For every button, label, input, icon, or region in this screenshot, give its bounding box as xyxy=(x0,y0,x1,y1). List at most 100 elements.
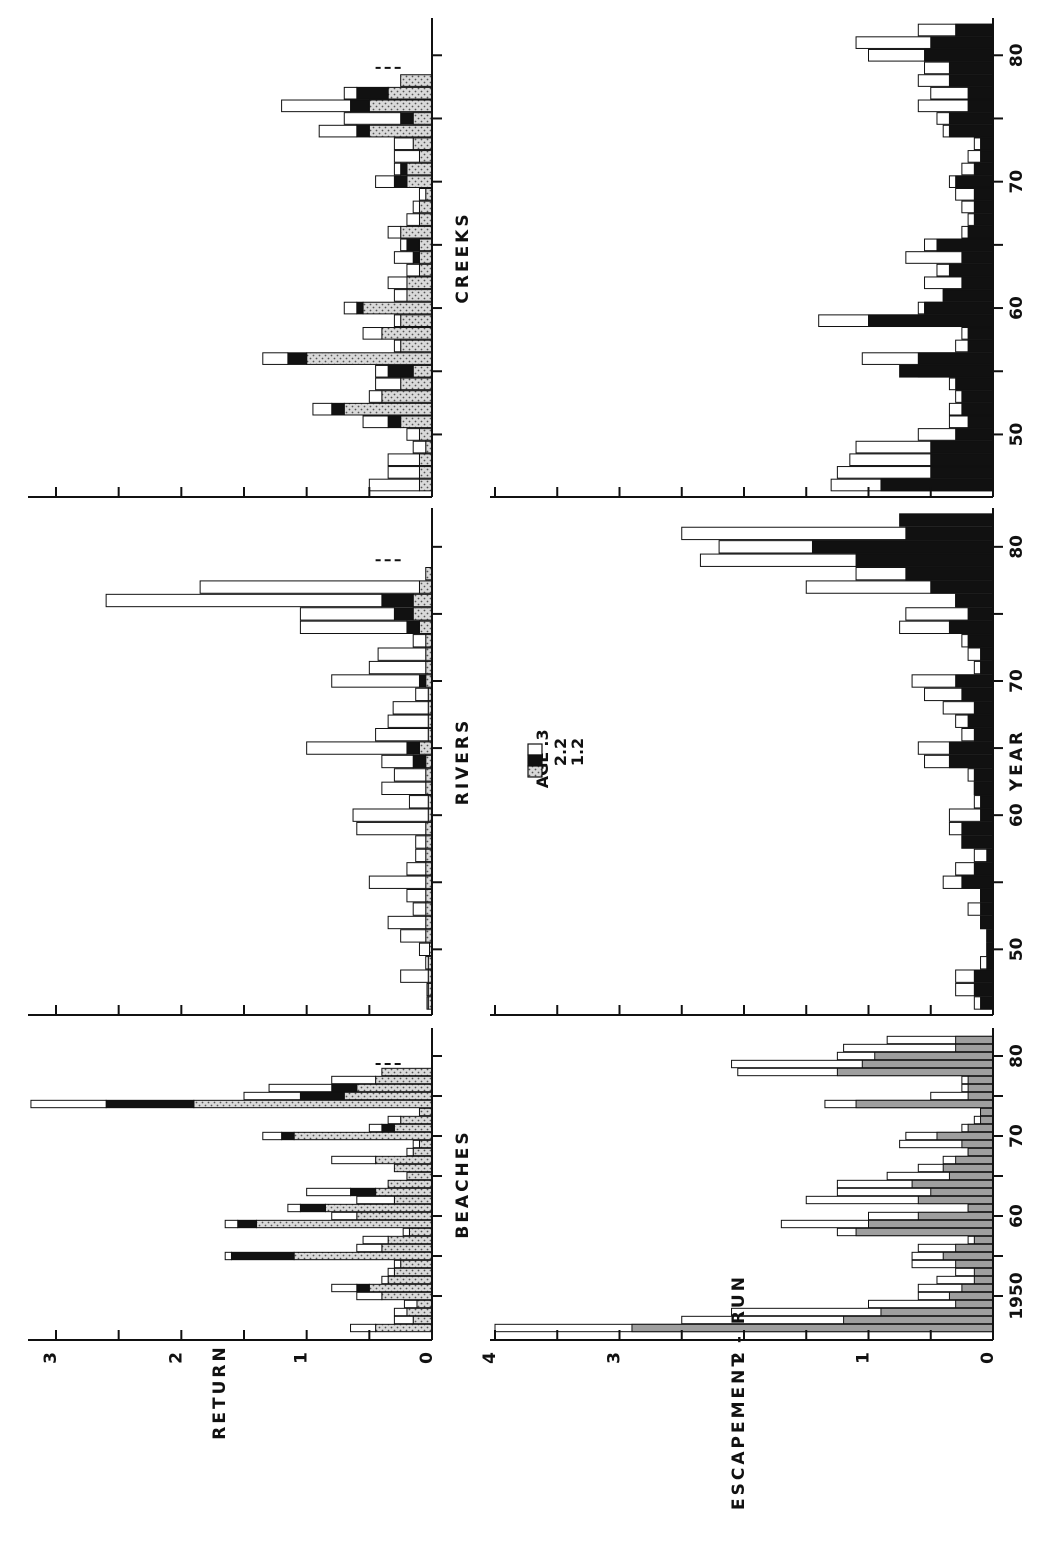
return-bar-age-12 xyxy=(306,352,433,365)
return-axis-title: RETURN xyxy=(210,1344,230,1439)
return-bar-age-3 xyxy=(268,1083,333,1093)
return-bar-age-12 xyxy=(412,364,433,378)
return-bar-age-12 xyxy=(418,741,433,755)
return-bar-age-12 xyxy=(418,1107,433,1117)
escapement-bar xyxy=(948,263,994,277)
return-bar-age-3 xyxy=(415,848,427,863)
escapement-bar xyxy=(973,701,994,715)
escapement-bar xyxy=(973,862,994,876)
year-tick-label: 70 xyxy=(1007,669,1027,693)
escapement-bar xyxy=(961,251,994,264)
return-bar-age-3 xyxy=(393,289,408,302)
return-bar-age-22 xyxy=(381,1123,395,1133)
return-bar-age-12 xyxy=(418,428,433,441)
return-bar-age-22 xyxy=(299,1203,326,1213)
return-bar-age-12 xyxy=(400,377,433,391)
return-bar-age-12 xyxy=(416,1299,433,1309)
return-bar-age-22 xyxy=(418,674,427,688)
return-bar-age-12 xyxy=(406,1307,433,1317)
escapement-bar xyxy=(899,364,994,378)
return-bar-age-12 xyxy=(400,339,433,353)
return-bar-age-22 xyxy=(406,238,420,252)
return-bar-age-3 xyxy=(381,754,414,769)
return-bar-age-3 xyxy=(408,795,429,809)
return-bar-age-12 xyxy=(381,390,433,403)
escapement-bar xyxy=(811,540,994,554)
panel-creeks: 50 60 70 80 CREEKS xyxy=(262,23,1027,492)
return-bar-age-3 xyxy=(387,1267,395,1277)
escapement-bar xyxy=(973,1275,994,1285)
return-bar-age-3 xyxy=(224,1219,239,1229)
return-bar-age-3 xyxy=(368,660,427,675)
return-bar-age-12 xyxy=(387,1179,433,1189)
escapement-bar xyxy=(967,1123,994,1133)
escapement-bar xyxy=(973,727,994,742)
return-bar-age-3 xyxy=(362,327,383,340)
legend-label-age-3: .3 xyxy=(533,729,552,746)
escapement-bar xyxy=(942,1251,994,1261)
escapement-bar xyxy=(967,1203,994,1213)
return-bar-age-3 xyxy=(426,982,429,997)
escapement-bar xyxy=(955,1259,994,1269)
escapement-bar xyxy=(980,137,994,151)
escapement-bar xyxy=(980,150,994,163)
return-bar-age-12 xyxy=(418,200,433,214)
escapement-bar xyxy=(868,1219,994,1229)
year-tick-label: 80 xyxy=(1007,535,1027,559)
return-tick-label: 0 xyxy=(417,1352,437,1364)
escapement-bar xyxy=(980,660,994,675)
return-bar-age-12 xyxy=(418,620,433,635)
return-bar-age-3 xyxy=(387,1115,402,1125)
return-bar-age-22 xyxy=(412,754,427,769)
return-bar-age-12 xyxy=(393,1267,433,1277)
return-bar-age-12 xyxy=(418,466,433,479)
return-bar-age-12 xyxy=(418,150,433,163)
return-bar-age-12 xyxy=(408,1227,433,1237)
return-bar-age-3 xyxy=(406,862,427,876)
return-bar-age-3 xyxy=(400,238,408,252)
escapement-bar xyxy=(980,808,994,822)
escapement-bar xyxy=(930,466,994,479)
return-bar-age-3 xyxy=(406,428,420,441)
return-bar-age-22 xyxy=(287,352,308,365)
escapement-tick-label: 3 xyxy=(605,1352,625,1364)
return-bar-age-3 xyxy=(387,453,420,467)
return-bar-age-12 xyxy=(381,1067,433,1077)
year-tick-label: 60 xyxy=(1007,1204,1027,1228)
return-bar-age-3 xyxy=(393,162,402,176)
return-bar-age-12 xyxy=(418,213,433,226)
escapement-bar xyxy=(899,513,994,527)
escapement-bar xyxy=(980,1107,994,1117)
return-bar-age-22 xyxy=(350,99,370,113)
escapement-bar xyxy=(967,86,994,100)
escapement-bar xyxy=(955,1043,994,1053)
return-bar-age-3 xyxy=(356,821,427,836)
escapement-bar xyxy=(967,634,994,648)
return-bar-age-12 xyxy=(406,276,433,290)
return-bar-age-3 xyxy=(387,225,402,239)
year-tick-label: 70 xyxy=(1007,170,1027,194)
escapement-bar xyxy=(967,607,994,621)
escapement-bar xyxy=(948,754,994,769)
return-bar-age-3 xyxy=(415,687,429,702)
return-bar-age-22 xyxy=(331,402,345,416)
year-tick-label: 60 xyxy=(1007,803,1027,827)
return-bar-age-3 xyxy=(387,714,429,728)
escapement-bar xyxy=(948,61,994,75)
return-bar-age-3 xyxy=(243,1091,301,1101)
return-bar-age-12 xyxy=(418,238,433,252)
return-bar-age-3 xyxy=(368,390,383,403)
return-bar-age-12 xyxy=(368,1283,433,1293)
legend: AGE .3 2.2 1.2 xyxy=(527,729,587,788)
escapement-bar xyxy=(967,1147,994,1157)
return-bar-age-3 xyxy=(406,1147,414,1157)
return-bar-age-3 xyxy=(393,339,402,353)
escapement-bar xyxy=(967,1091,994,1101)
return-bar-age-12 xyxy=(387,1235,433,1245)
return-bar-age-22 xyxy=(356,1283,370,1293)
escapement-bar xyxy=(930,453,994,467)
return-bar-age-12 xyxy=(412,607,433,621)
return-bar-age-12 xyxy=(343,1091,433,1101)
return-bar-age-22 xyxy=(400,112,414,125)
